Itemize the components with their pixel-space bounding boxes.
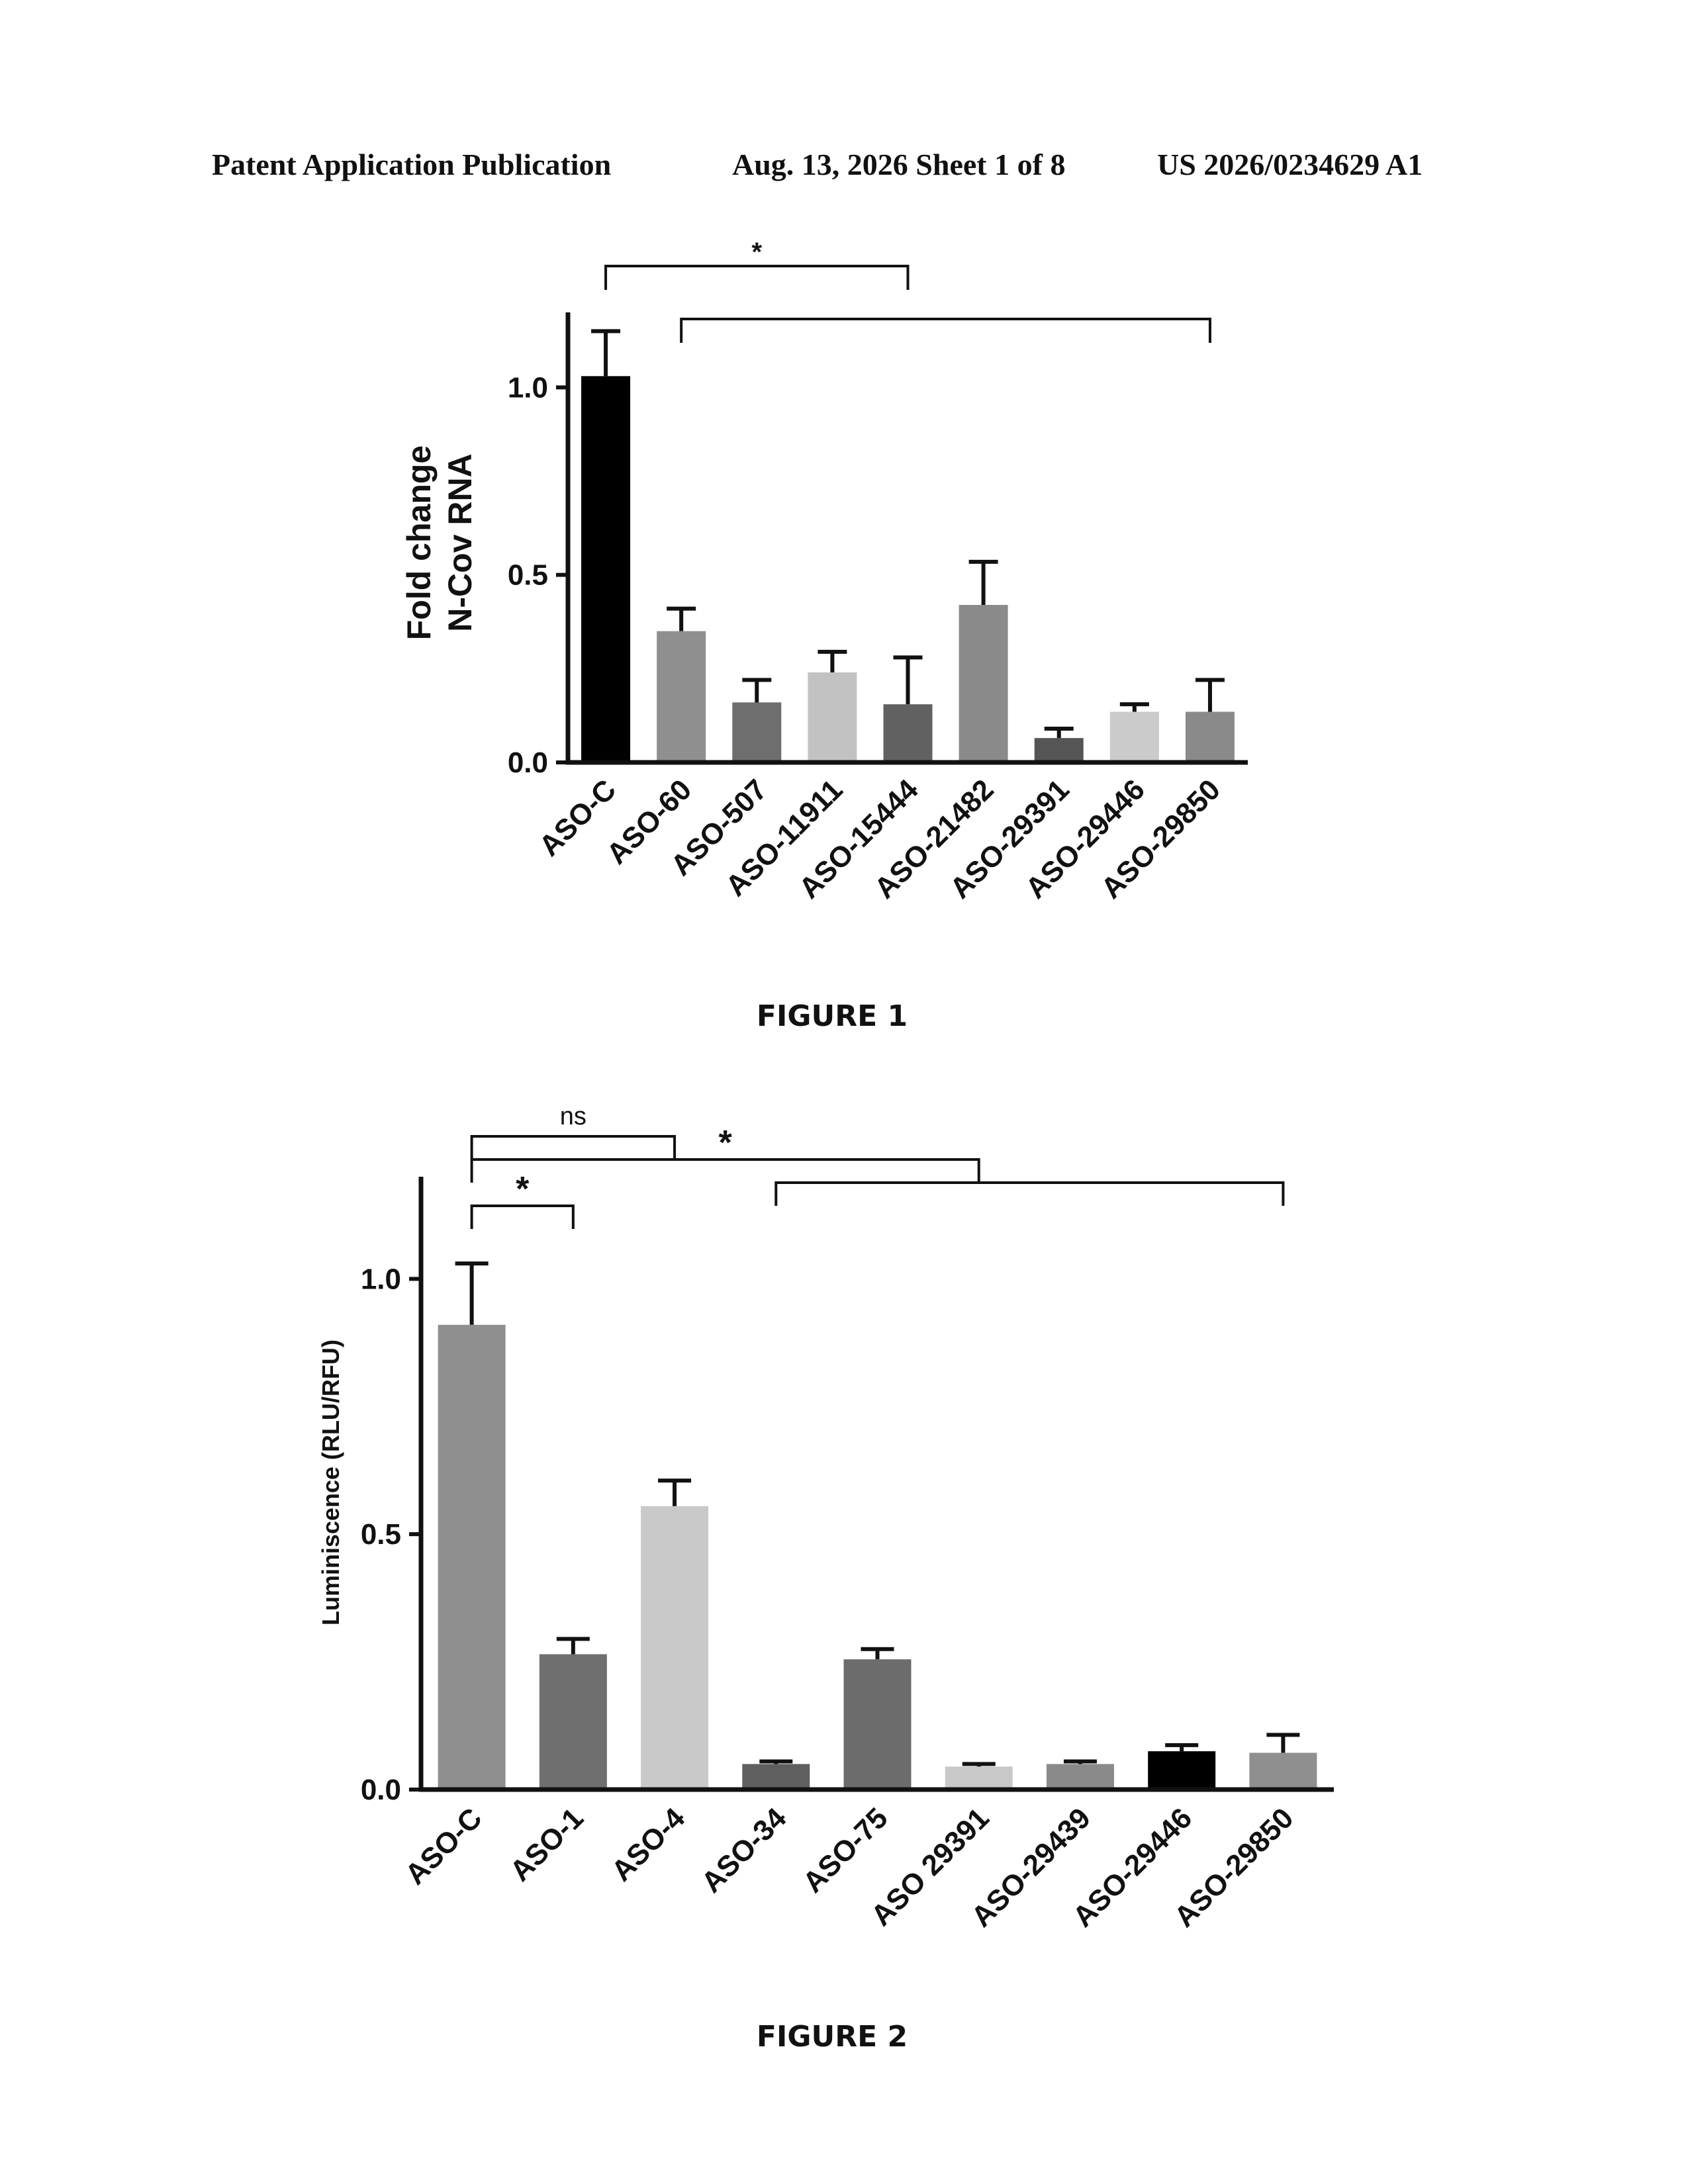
significance-ns-label: ns xyxy=(560,1103,586,1130)
bar-aso-15444 xyxy=(884,704,933,762)
bar-aso-34 xyxy=(742,1764,810,1790)
figure-2-bar-chart: ASO-CASO-1ASO-4ASO-34ASO-75ASO 29391ASO-… xyxy=(0,1099,1688,1966)
bar-aso-11911 xyxy=(808,672,857,762)
x-tick-label: ASO-4 xyxy=(605,1801,691,1888)
bar-aso-29391 xyxy=(1035,738,1084,762)
header-publication-label: Patent Application Publication xyxy=(212,147,611,182)
bar-aso-29446 xyxy=(1110,712,1159,763)
bar-aso-21482 xyxy=(959,605,1008,762)
bar-aso-60 xyxy=(657,631,706,762)
bar-aso-29391 xyxy=(945,1766,1013,1790)
significance-bracket xyxy=(472,1206,573,1229)
bar-aso-75 xyxy=(844,1659,912,1790)
y-axis-label: Luminiscence (RLU/RFU) xyxy=(317,1340,344,1625)
significance-bracket xyxy=(606,266,908,290)
y-tick-label: 0.0 xyxy=(361,1774,401,1806)
y-tick-label: 0.0 xyxy=(508,747,548,779)
header-date-sheet: Aug. 13, 2026 Sheet 1 of 8 xyxy=(732,147,1065,182)
bar-aso-29850 xyxy=(1249,1752,1317,1790)
significance-star: * xyxy=(751,238,762,267)
bar-aso-c xyxy=(581,376,630,762)
header-publication-number: US 2026/0234629 A1 xyxy=(1157,147,1423,182)
significance-star: * xyxy=(719,1124,733,1162)
figure-1-caption: FIGURE 1 xyxy=(757,999,908,1033)
bar-aso-c xyxy=(438,1325,506,1790)
significance-bracket xyxy=(472,1160,979,1183)
y-axis-label: N-Cov RNA xyxy=(442,453,479,631)
significance-bracket xyxy=(681,319,1210,343)
x-tick-label: ASO-C xyxy=(399,1801,489,1891)
y-tick-label: 1.0 xyxy=(361,1263,401,1295)
significance-star: * xyxy=(516,1170,530,1208)
bar-aso-1 xyxy=(539,1655,607,1790)
y-tick-label: 0.5 xyxy=(361,1518,401,1551)
bar-aso-4 xyxy=(641,1506,708,1790)
bar-aso-29850 xyxy=(1186,712,1235,763)
y-axis-label: Fold change xyxy=(400,445,438,640)
significance-bracket xyxy=(472,1136,675,1160)
y-tick-label: 0.5 xyxy=(508,559,548,592)
x-tick-label: ASO-1 xyxy=(504,1801,590,1888)
x-tick-label: ASO-75 xyxy=(797,1801,894,1899)
significance-bracket xyxy=(776,1183,1283,1206)
x-tick-label: ASO-34 xyxy=(695,1801,792,1899)
bar-aso-29446 xyxy=(1148,1751,1215,1790)
figure-2-caption: FIGURE 2 xyxy=(757,2020,908,2054)
bar-aso-507 xyxy=(732,702,781,762)
y-tick-label: 1.0 xyxy=(508,371,548,404)
bar-aso-29439 xyxy=(1047,1764,1114,1790)
